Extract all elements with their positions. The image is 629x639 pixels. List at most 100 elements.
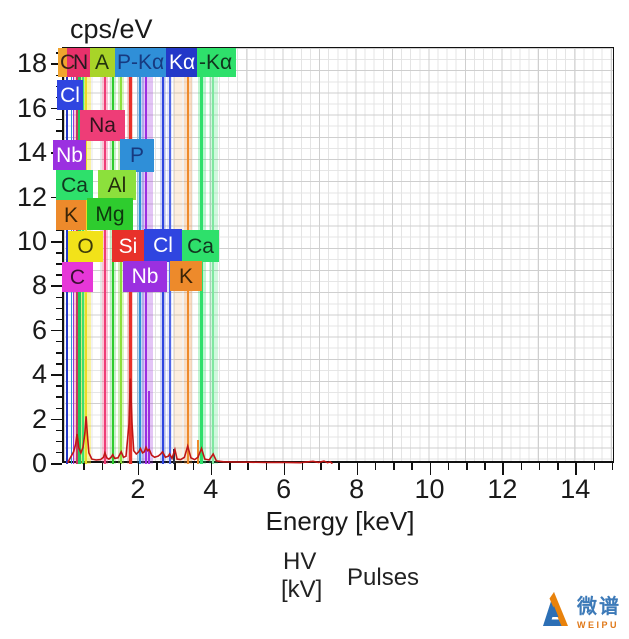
y-axis-major-tick [51, 107, 62, 110]
x-axis-major-tick [502, 463, 504, 475]
x-tick-label: 14 [560, 474, 591, 504]
y-axis-major-tick [51, 418, 62, 421]
element-label: Si [112, 230, 144, 262]
element-line-label-box [197, 48, 236, 77]
element-line-label-box [67, 48, 90, 77]
element-marker-line [173, 448, 175, 464]
y-axis-title: cps/eV [70, 14, 153, 44]
x-axis-minor-tick [593, 463, 596, 470]
y-axis-minor-tick [56, 252, 62, 254]
x-axis-minor-tick [156, 463, 158, 470]
element-label: Ca [56, 170, 93, 200]
x-tick-label: 4 [203, 474, 219, 504]
element-label: P [120, 139, 154, 172]
weipu-logo-chinese: 微谱 [577, 596, 621, 618]
element-line-label-text: -Kα [199, 51, 233, 74]
y-axis-minor-tick [56, 429, 62, 432]
element-marker-line [196, 439, 199, 464]
footer-hv-label: HV [283, 548, 317, 575]
element-line-label-box [90, 48, 115, 77]
y-axis-minor-tick [56, 318, 62, 321]
y-tick-label: 16 [16, 92, 47, 123]
y-axis-minor-tick [56, 440, 62, 443]
y-tick-label: 6 [31, 314, 47, 345]
y-axis-minor-tick [56, 296, 62, 299]
element-label: Ca [182, 230, 219, 262]
y-axis-minor-tick [56, 340, 62, 343]
element-marker-line [148, 390, 151, 464]
element-label: K [170, 261, 202, 291]
element-line-label-text: N [73, 51, 89, 74]
element-marker-line [66, 48, 68, 464]
element-label: C [62, 262, 93, 292]
x-axis-major-tick [137, 463, 140, 475]
x-axis-minor-tick [320, 463, 322, 470]
x-tick-label: 8 [349, 474, 365, 504]
y-tick-label: 14 [16, 137, 47, 168]
x-axis-minor-tick [338, 463, 340, 470]
element-line-label-box [115, 48, 166, 77]
y-tick-label: 10 [16, 226, 47, 256]
element-label: Na [80, 110, 125, 141]
y-tick-label: 0 [31, 448, 47, 478]
y-axis-minor-tick [56, 363, 62, 365]
y-axis-major-tick [51, 374, 62, 376]
x-axis-minor-tick [484, 463, 486, 470]
x-tick-label: 12 [487, 474, 518, 504]
x-axis-minor-tick [265, 463, 268, 470]
x-axis-minor-tick [101, 463, 104, 470]
weipu-logo-english: WEIPU [577, 620, 620, 630]
element-line-label-text: A [95, 51, 110, 74]
y-axis-major-tick [51, 285, 62, 287]
footer-pulses-label: Pulses [347, 564, 420, 591]
x-axis-minor-tick [301, 463, 304, 470]
x-axis-minor-tick [466, 463, 468, 470]
x-axis-minor-tick [393, 463, 395, 470]
y-axis-major-tick [51, 241, 62, 243]
y-axis-minor-tick [56, 307, 62, 310]
weipu-logo-icon [535, 589, 573, 631]
x-axis-major-tick [356, 463, 359, 475]
y-tick-label: 18 [16, 48, 47, 79]
x-axis-minor-tick [538, 463, 541, 470]
x-axis-major-tick [575, 463, 577, 475]
element-label: Nb [123, 261, 167, 292]
element-label: Cl [57, 80, 83, 110]
x-axis-minor-tick [119, 463, 122, 470]
spectrum-curve [66, 378, 333, 464]
element-line-label-text: P-Kα [117, 51, 165, 74]
element-line-label-text: C [60, 51, 76, 74]
element-marker-line [103, 48, 106, 464]
x-axis-minor-tick [83, 463, 85, 470]
x-tick-label: 6 [276, 474, 292, 504]
y-axis-minor-tick [56, 274, 62, 276]
y-axis-minor-tick [56, 352, 62, 354]
weipu-logo-text: 微谱 WEIPU [577, 590, 621, 630]
y-axis-minor-tick [56, 451, 62, 454]
y-axis-minor-tick [56, 263, 62, 265]
x-axis-major-tick [429, 463, 432, 475]
x-axis-minor-tick [229, 463, 231, 470]
x-axis-major-tick [283, 463, 286, 475]
y-axis-minor-tick [56, 396, 62, 398]
y-tick-label: 2 [31, 403, 47, 434]
x-axis-minor-tick [411, 463, 413, 470]
x-axis-minor-tick [192, 463, 195, 470]
element-label: Al [98, 170, 136, 200]
y-tick-label: 12 [16, 181, 47, 212]
y-axis-minor-tick [56, 130, 62, 132]
x-axis-major-tick [210, 463, 213, 475]
y-axis-minor-tick [56, 407, 62, 410]
x-axis-minor-tick [174, 463, 176, 470]
x-axis-minor-tick [247, 463, 249, 470]
x-axis-label: Energy [keV] [265, 506, 415, 536]
element-line-label-box [58, 48, 67, 77]
x-tick-label: 10 [414, 474, 445, 504]
element-label: O [68, 231, 103, 262]
element-label: Nb [53, 140, 86, 170]
element-label: K [56, 200, 86, 230]
footer-kv-label: [kV] [281, 576, 323, 603]
y-tick-label: 4 [31, 359, 47, 390]
weipu-logo: 微谱 WEIPU [535, 589, 621, 631]
